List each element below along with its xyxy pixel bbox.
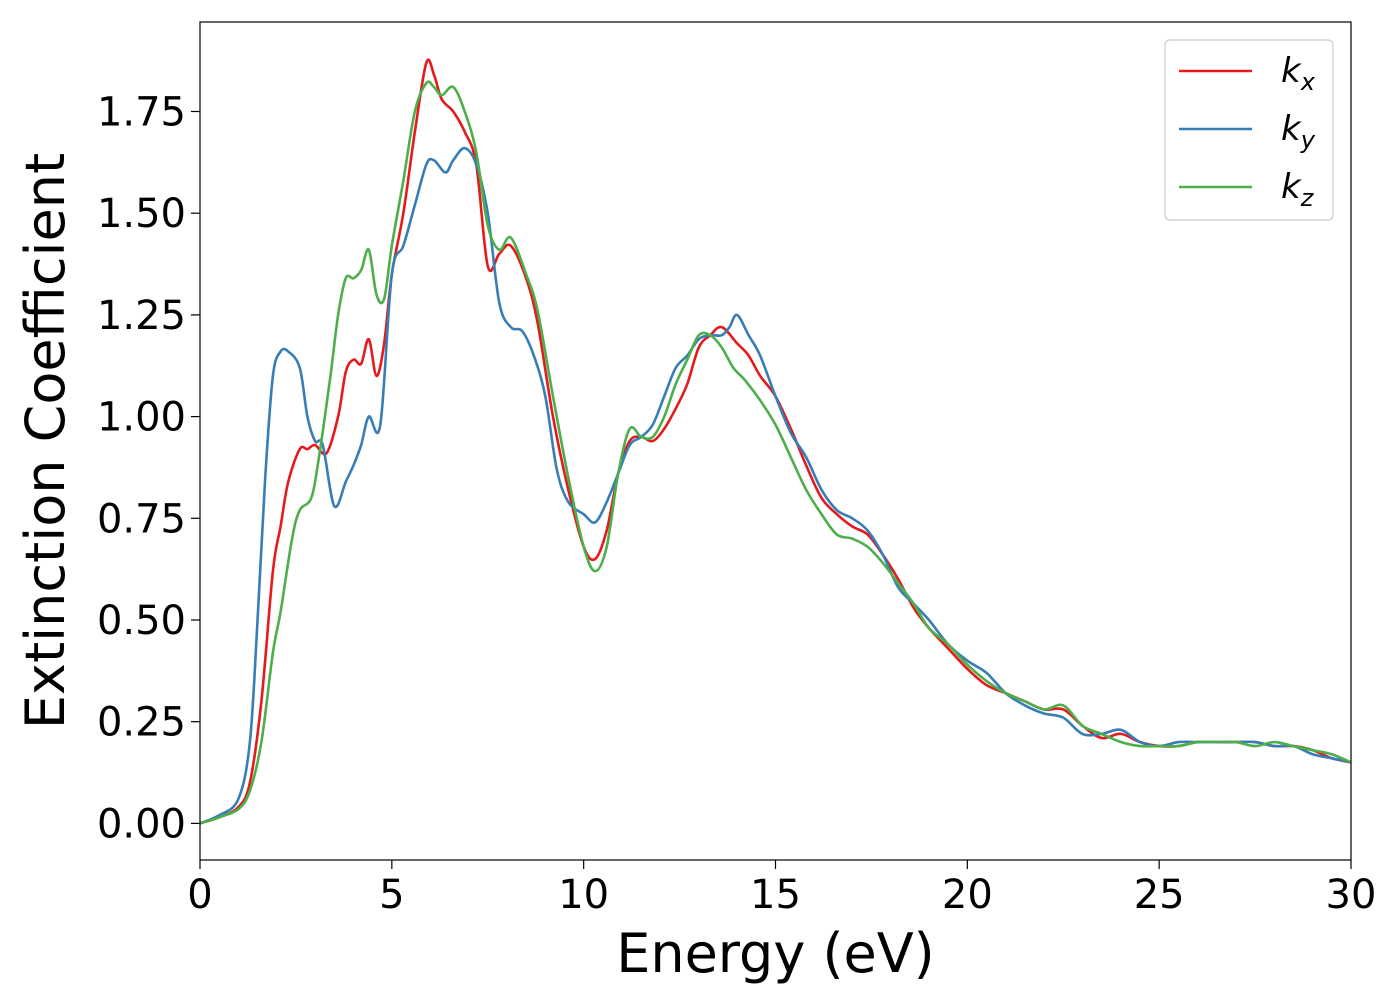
y-axis-ticks: 0.00 0.25 0.50 0.75 1.00 1.25 1.50 1.75 (97, 89, 200, 847)
x-tick-label: 5 (379, 872, 404, 918)
y-tick-label: 0.00 (97, 801, 186, 847)
x-tick-label: 20 (942, 872, 993, 918)
series-layer (200, 58, 1351, 825)
legend-label-x: kx (1281, 51, 1316, 96)
y-tick-label: 1.75 (97, 89, 186, 135)
y-tick-label: 0.75 (97, 496, 186, 542)
legend-label-z: kz (1281, 167, 1315, 212)
x-tick-label: 15 (750, 872, 801, 918)
y-tick-label: 1.50 (97, 191, 186, 237)
x-tick-label: 10 (558, 872, 609, 918)
y-axis-label: Extinction Coefficient (14, 153, 77, 729)
y-tick-label: 0.50 (97, 598, 186, 644)
x-axis-ticks: 0 5 10 15 20 25 30 (187, 860, 1376, 918)
y-tick-label: 1.25 (97, 293, 186, 339)
series-line-z (200, 80, 1351, 825)
x-axis-label: Energy (eV) (616, 922, 935, 985)
x-tick-label: 25 (1134, 872, 1185, 918)
y-tick-label: 0.25 (97, 700, 186, 746)
series-line-y (200, 146, 1351, 825)
legend-label-y: ky (1281, 109, 1316, 154)
legend: kx ky kz (1164, 39, 1334, 221)
x-tick-label: 0 (187, 872, 212, 918)
y-tick-label: 1.00 (97, 395, 186, 441)
x-tick-label: 30 (1326, 872, 1377, 918)
